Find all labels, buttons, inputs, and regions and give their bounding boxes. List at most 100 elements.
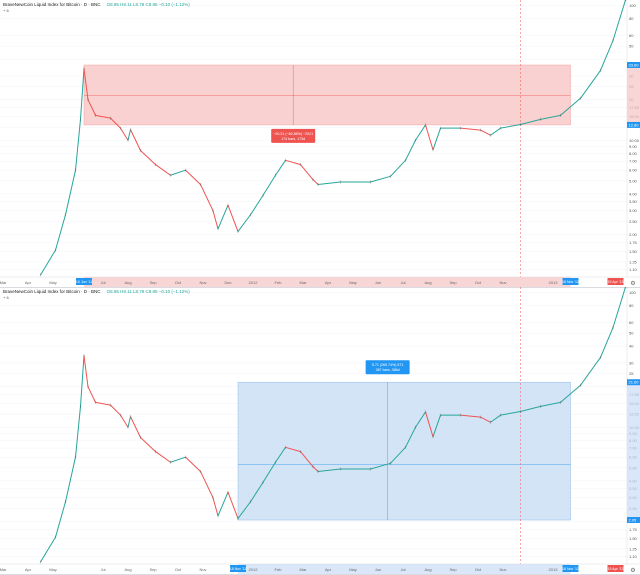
price-segment bbox=[432, 127, 441, 150]
price-segment bbox=[155, 451, 171, 463]
candle bbox=[432, 148, 434, 152]
time-badge-label: 10 Jun '11 bbox=[76, 280, 92, 284]
candle bbox=[274, 460, 277, 464]
time-badge bbox=[230, 565, 246, 572]
time-tick-label: Oct bbox=[175, 567, 182, 572]
price-axis-range bbox=[627, 382, 640, 520]
price-segment bbox=[612, 0, 626, 41]
candle bbox=[612, 326, 614, 330]
time-tick-label: 2013 bbox=[549, 280, 559, 285]
indicator-toggle[interactable]: + 6 bbox=[3, 8, 9, 13]
time-tick-label: Oct bbox=[475, 567, 482, 572]
price-segment bbox=[300, 451, 314, 467]
candle bbox=[369, 467, 372, 471]
price-segment bbox=[155, 164, 171, 176]
indicator-toggle[interactable]: + 6 bbox=[3, 295, 9, 300]
exchange: BNC bbox=[91, 289, 101, 294]
price-segment bbox=[560, 384, 581, 403]
interval: D bbox=[83, 2, 88, 7]
candle bbox=[64, 213, 67, 217]
time-axis-range bbox=[84, 277, 571, 287]
price-segment bbox=[370, 175, 391, 183]
candle bbox=[539, 404, 542, 408]
candle bbox=[284, 158, 287, 162]
measure-label-line1: −20.21 (−60.86%) −2021 bbox=[273, 132, 313, 136]
time-badge bbox=[562, 278, 579, 285]
candle bbox=[74, 455, 77, 459]
price-tick-label: 5.00 bbox=[629, 178, 638, 183]
candle bbox=[499, 413, 502, 417]
price-badge bbox=[627, 379, 640, 386]
chart-panel-top[interactable]: −20.21 (−60.86%) −2021 174 bars, 173d 100 8… bbox=[0, 0, 640, 288]
price-segment bbox=[317, 181, 341, 185]
candle bbox=[212, 209, 214, 213]
chart-panel-bottom[interactable]: 5.71 (265.74%) 571 387 bars, 386d 100 80 60 5… bbox=[0, 287, 640, 575]
measure-label-line1: 5.71 (265.74%) 571 bbox=[372, 363, 404, 367]
candle bbox=[237, 230, 239, 234]
time-tick-label: 2012 bbox=[249, 567, 259, 572]
candle bbox=[624, 0, 627, 2]
candle bbox=[127, 425, 129, 429]
price-tick-label: 7.00 bbox=[629, 159, 638, 164]
price-segment bbox=[200, 184, 214, 211]
price-tick-label: 3.50 bbox=[629, 199, 638, 204]
candle bbox=[169, 173, 172, 177]
candle bbox=[489, 133, 492, 137]
price-badge-label: 2.05 bbox=[629, 517, 638, 522]
price-segment bbox=[75, 119, 81, 171]
candle bbox=[109, 403, 112, 407]
price-segment bbox=[87, 386, 96, 403]
time-tick-label: Sep bbox=[149, 280, 157, 285]
chart-legend: BraveNewCoin Liquid Index for Bitcoin · … bbox=[3, 2, 190, 7]
time-badge bbox=[76, 278, 92, 285]
price-segment bbox=[75, 406, 81, 458]
ohlc-values: O8.95 H9.11 L8.79 C8.85 −0.10 (−1.12%) bbox=[106, 2, 190, 7]
time-tick-label: 2013 bbox=[549, 567, 559, 572]
price-badge bbox=[627, 121, 640, 128]
price-segment bbox=[80, 68, 85, 120]
candle bbox=[624, 287, 627, 289]
candle bbox=[559, 400, 562, 404]
time-tick-label: May bbox=[49, 567, 57, 572]
candle bbox=[459, 126, 462, 130]
price-segment bbox=[95, 401, 111, 406]
price-segment bbox=[490, 127, 501, 136]
price-tick-label: 1.75 bbox=[629, 527, 638, 532]
price-segment bbox=[110, 117, 121, 129]
price-tick-label: 8.00 bbox=[629, 151, 638, 156]
time-tick-label: Nov bbox=[199, 280, 206, 285]
candle bbox=[539, 117, 542, 121]
candle bbox=[64, 500, 67, 504]
price-segment bbox=[127, 416, 131, 428]
price-badge-label: 12.80 bbox=[629, 122, 640, 127]
candle bbox=[489, 420, 492, 424]
candle bbox=[424, 123, 427, 127]
price-segment bbox=[80, 355, 85, 407]
price-segment bbox=[300, 164, 314, 180]
settings-gear-icon: ⚙ bbox=[630, 280, 635, 287]
price-segment bbox=[130, 129, 141, 151]
price-tick-label: 6.00 bbox=[629, 168, 638, 173]
price-segment bbox=[580, 70, 601, 99]
candle bbox=[87, 385, 89, 389]
candle bbox=[389, 461, 392, 465]
candle bbox=[612, 39, 614, 43]
time-tick-label: Apr bbox=[25, 280, 32, 285]
settings-gear-icon: ⚙ bbox=[630, 567, 635, 574]
candle bbox=[109, 116, 112, 120]
candle bbox=[499, 126, 502, 130]
price-tick-label: 1.75 bbox=[629, 240, 638, 245]
candle bbox=[54, 248, 57, 252]
candle bbox=[199, 182, 202, 186]
price-tick-label: 4.00 bbox=[629, 191, 638, 196]
price-segment bbox=[83, 68, 89, 100]
time-tick-label: Mar bbox=[300, 280, 308, 285]
candle bbox=[299, 450, 302, 454]
price-segment bbox=[237, 214, 251, 232]
price-tick-label: 10.00 bbox=[629, 138, 640, 143]
measure-label-line2: 387 bars, 386d bbox=[376, 368, 400, 372]
price-tick-label: 1.10 bbox=[629, 267, 638, 272]
price-segment bbox=[480, 416, 491, 423]
